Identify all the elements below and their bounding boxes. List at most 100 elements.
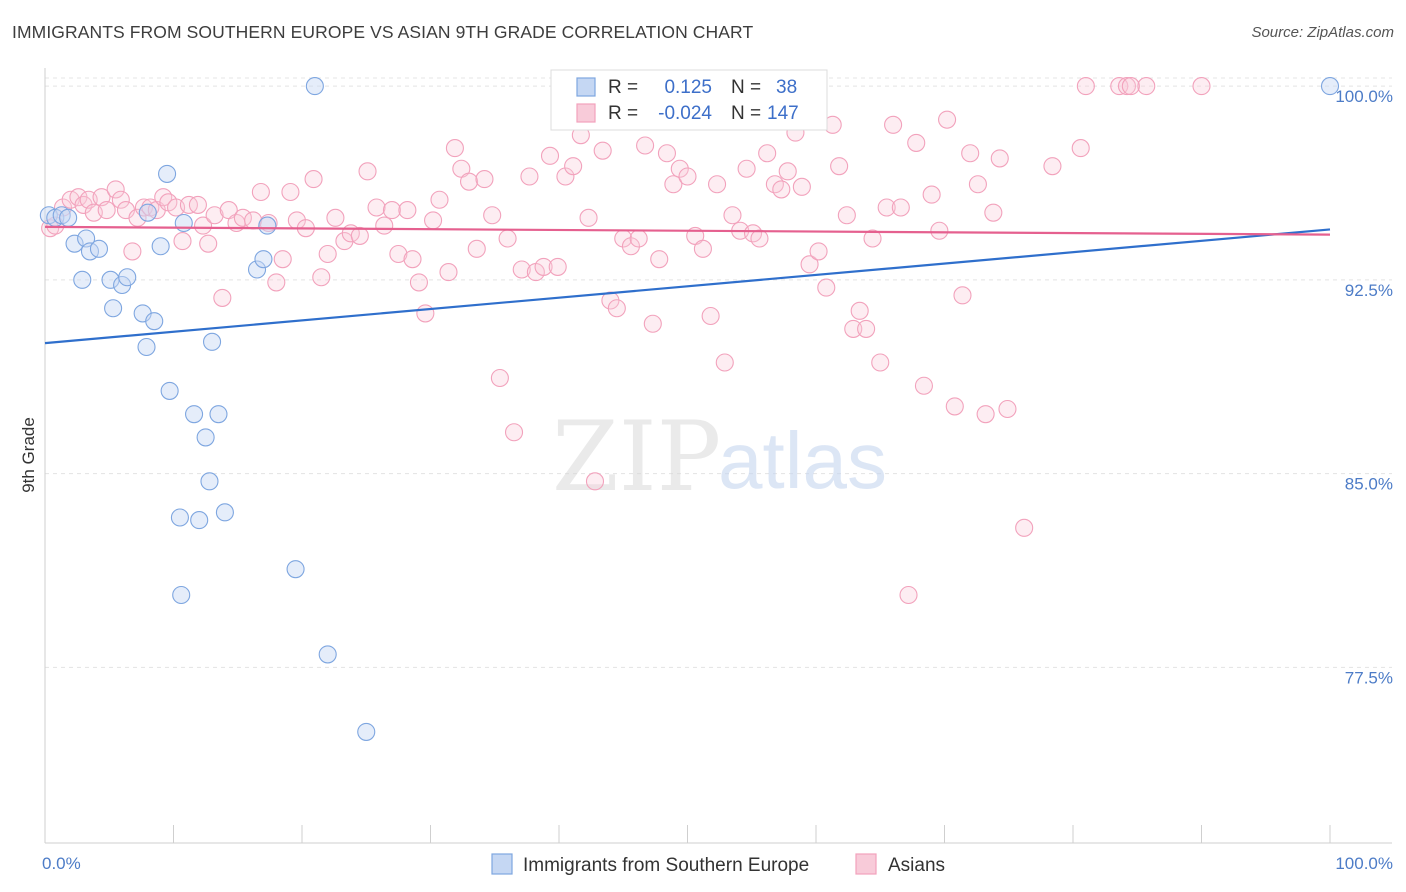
- point-asians-111: [830, 157, 849, 176]
- point-asians-121: [899, 585, 918, 605]
- point-asians-27: [213, 288, 232, 307]
- point-asians-5: [74, 195, 93, 214]
- point-southern-europe-21: [209, 405, 228, 424]
- point-southern-europe-12: [104, 299, 123, 318]
- point-asians-65: [498, 229, 517, 248]
- y-axis-label: 9th Grade: [19, 417, 38, 493]
- point-asians-21: [173, 232, 192, 251]
- x-tick-label-1: 100.0%: [1335, 854, 1393, 873]
- point-asians-47: [367, 198, 386, 217]
- point-southern-europe-37: [138, 203, 157, 222]
- point-asians-113: [844, 319, 863, 338]
- point-asians-39: [304, 170, 323, 189]
- point-asians-64: [490, 368, 509, 388]
- point-asians-83: [629, 229, 648, 248]
- point-southern-europe-33: [172, 585, 191, 605]
- legend-r-label-1: R =: [608, 77, 638, 98]
- point-asians-140: [1071, 139, 1090, 158]
- point-southern-europe-15: [137, 337, 156, 357]
- point-southern-europe-30: [258, 216, 277, 235]
- point-southern-europe-22: [196, 428, 215, 447]
- source-credit: Source: ZipAtlas.com: [1251, 24, 1394, 41]
- point-southern-europe-29: [254, 250, 273, 269]
- point-southern-europe-25: [190, 511, 209, 530]
- legend-n-label-2: N =: [731, 103, 761, 124]
- point-asians-103: [772, 180, 791, 199]
- point-asians-42: [326, 208, 345, 227]
- point-asians-135: [1015, 518, 1034, 537]
- point-asians-24: [194, 216, 213, 235]
- point-asians-74: [564, 157, 583, 176]
- point-southern-europe-23: [200, 472, 219, 491]
- trend-layer: [44, 225, 1331, 345]
- point-southern-europe-7: [89, 239, 109, 258]
- point-asians-98: [737, 159, 756, 178]
- legend-swatch-series1: [576, 77, 596, 97]
- point-asians-32: [251, 182, 270, 202]
- point-asians-87: [657, 144, 676, 163]
- point-asians-115: [857, 319, 876, 338]
- point-asians-94: [708, 175, 727, 194]
- point-asians-13: [123, 242, 142, 261]
- series-legend: Immigrants from Southern Europe Asians: [491, 853, 945, 876]
- y-tick-label-1: 92.5%: [1345, 281, 1393, 300]
- point-asians-26: [205, 206, 224, 225]
- x-tick-label-0: 0.0%: [42, 854, 81, 873]
- point-asians-25: [199, 234, 218, 253]
- point-asians-70: [534, 257, 553, 276]
- point-southern-europe-18: [174, 213, 193, 233]
- point-asians-90: [678, 167, 697, 186]
- point-asians-61: [467, 239, 486, 258]
- point-asians-127: [945, 397, 964, 416]
- point-asians-46: [358, 162, 377, 181]
- point-asians-18: [154, 188, 173, 207]
- point-asians-131: [976, 405, 995, 424]
- point-southern-europe-3: [59, 208, 78, 227]
- legend-n-value-1: 38: [776, 77, 797, 98]
- point-asians-48: [375, 216, 394, 235]
- point-asians-30: [233, 208, 252, 227]
- point-asians-86: [650, 250, 669, 269]
- point-asians-72: [548, 257, 567, 276]
- point-asians-60: [459, 172, 479, 191]
- trend-line-southern-europe: [44, 228, 1331, 345]
- y-tick-label-3: 77.5%: [1345, 668, 1393, 687]
- point-southern-europe-4: [65, 234, 84, 253]
- point-asians-9: [97, 201, 116, 220]
- chart-title: IMMIGRANTS FROM SOUTHERN EUROPE VS ASIAN…: [12, 22, 754, 42]
- point-asians-55: [424, 211, 443, 230]
- point-asians-129: [961, 144, 980, 163]
- point-asians-35: [273, 250, 292, 269]
- point-southern-europe-14: [145, 312, 164, 331]
- point-asians-92: [693, 239, 712, 258]
- point-asians-78: [593, 141, 612, 160]
- point-asians-116: [863, 229, 882, 248]
- point-southern-europe-8: [73, 270, 92, 289]
- point-asians-54: [416, 304, 435, 323]
- point-asians-104: [778, 162, 797, 181]
- point-asians-23: [188, 195, 207, 214]
- point-asians-45: [350, 226, 369, 245]
- point-asians-108: [809, 242, 828, 261]
- point-asians-112: [837, 206, 856, 225]
- y-tick-label-0: 100.0%: [1335, 87, 1393, 106]
- axis-layer: [44, 68, 1392, 844]
- point-asians-130: [968, 175, 987, 194]
- point-asians-80: [607, 299, 626, 318]
- point-asians-117: [871, 353, 890, 372]
- point-asians-107: [800, 255, 819, 274]
- y-tick-label-2: 85.0%: [1345, 475, 1393, 494]
- legend-r-value-1: 0.125: [664, 77, 712, 98]
- point-asians-56: [430, 190, 449, 209]
- legend-n-label-1: N =: [731, 77, 761, 98]
- bottom-legend-label-1: Immigrants from Southern Europe: [523, 855, 809, 876]
- point-asians-128: [953, 286, 972, 305]
- point-asians-66: [504, 423, 524, 442]
- point-asians-136: [1043, 157, 1062, 176]
- point-southern-europe-36: [1320, 77, 1340, 96]
- point-asians-85: [643, 314, 662, 333]
- point-southern-europe-35: [357, 722, 376, 741]
- point-asians-119: [884, 115, 903, 134]
- legend-r-value-2: -0.024: [658, 103, 712, 124]
- tick-label-layer: 100.0% 92.5% 85.0% 77.5% 0.0% 100.0%: [42, 87, 1393, 873]
